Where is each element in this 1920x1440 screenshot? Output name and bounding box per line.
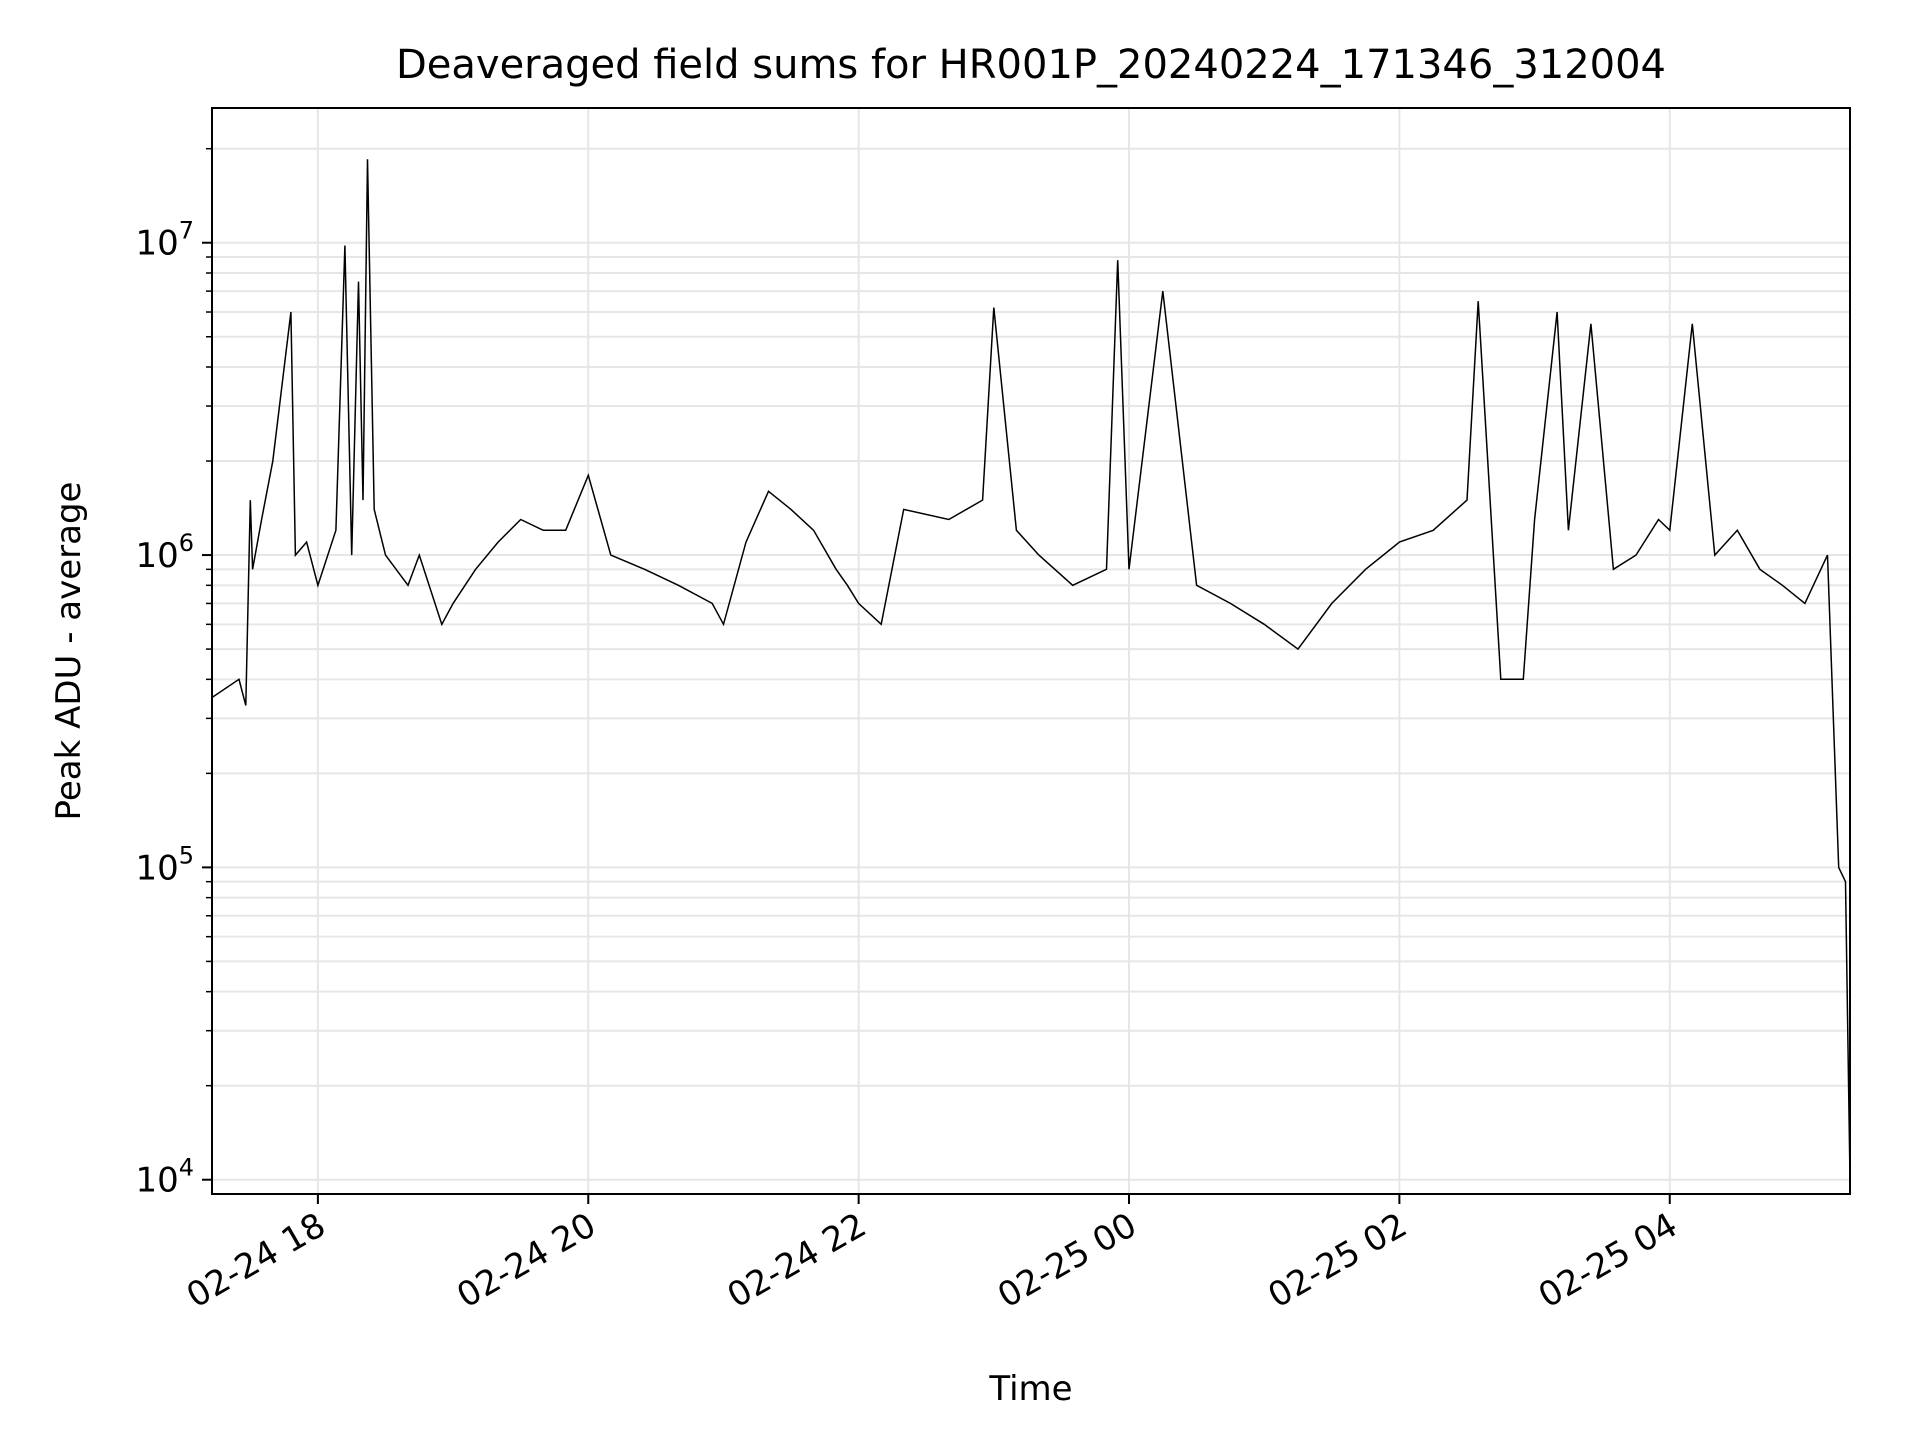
y-tick-exponent: 4	[179, 1154, 194, 1182]
plot-frame	[211, 107, 1851, 1195]
chart-title: Deaveraged field sums for HR001P_2024022…	[396, 42, 1666, 88]
y-gridlines	[212, 147, 1850, 1181]
y-tick-exponent: 5	[179, 841, 194, 869]
y-axis-label: Peak ADU - average	[49, 482, 89, 821]
y-tick-exponent: 6	[179, 529, 194, 557]
x-gridlines	[316, 108, 1671, 1194]
y-tick-exponent: 7	[179, 217, 194, 245]
series-line-0	[212, 159, 1850, 1180]
series-layer	[212, 159, 1850, 1180]
x-axis-label: Time	[988, 1369, 1072, 1409]
